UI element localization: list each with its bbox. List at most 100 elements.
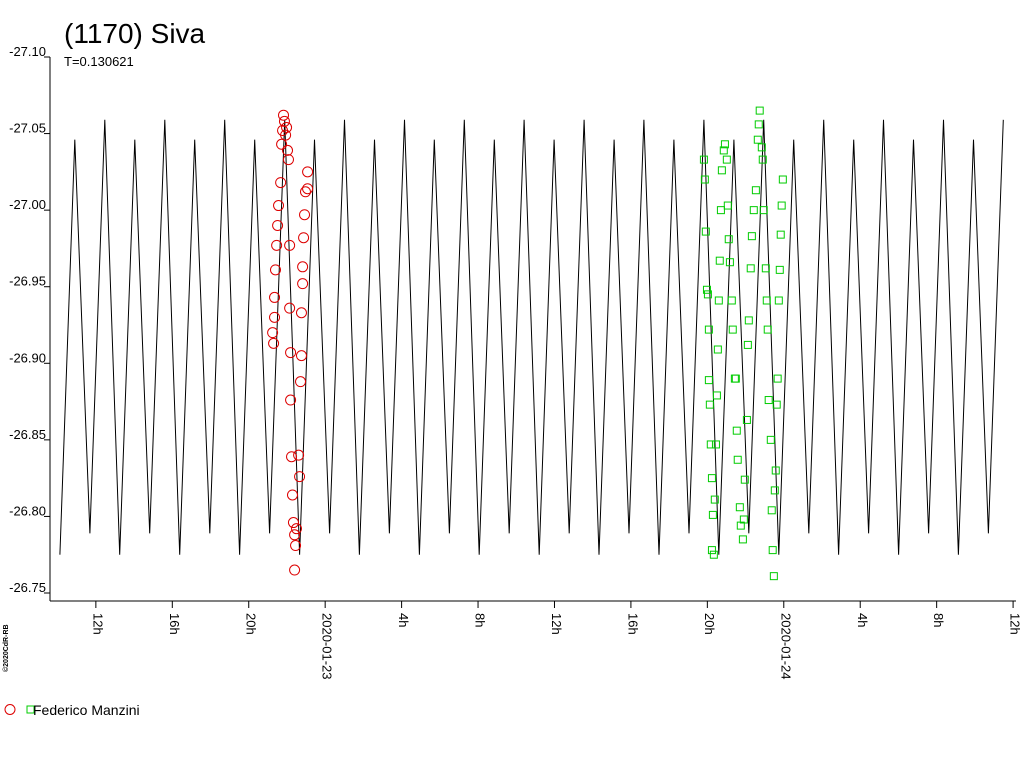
- data-point: [298, 232, 310, 244]
- data-point: [735, 503, 744, 512]
- data-point: [284, 302, 296, 314]
- data-point: [749, 206, 758, 215]
- data-point: [276, 138, 288, 150]
- data-point: [719, 146, 728, 155]
- data-point: [289, 529, 301, 541]
- data-point: [720, 140, 729, 149]
- data-point: [769, 572, 778, 581]
- data-point: [706, 440, 715, 449]
- data-point: [774, 296, 783, 305]
- data-point: [742, 415, 751, 424]
- data-point: [751, 186, 760, 195]
- data-point: [302, 183, 314, 195]
- data-point: [762, 296, 771, 305]
- data-point: [776, 230, 785, 239]
- data-point: [704, 325, 713, 334]
- model-curve: [59, 119, 1004, 555]
- data-point: [761, 264, 770, 273]
- data-point: [713, 345, 722, 354]
- data-point: [733, 455, 742, 464]
- data-point: [759, 206, 768, 215]
- data-point: [294, 471, 306, 483]
- data-point: [702, 285, 711, 294]
- data-point: [715, 256, 724, 265]
- data-point: [302, 166, 314, 178]
- x-tick-label: 8h: [931, 613, 946, 627]
- data-point: [768, 546, 777, 555]
- x-tick-label: 2020-01-24: [778, 613, 793, 680]
- data-point: [738, 535, 747, 544]
- y-tick-label: -26.80: [9, 503, 46, 518]
- data-point: [297, 261, 309, 273]
- credit: ©2020CdR-RB: [2, 624, 10, 672]
- data-point: [712, 391, 721, 400]
- data-point: [757, 143, 766, 152]
- data-point: [275, 177, 287, 189]
- data-point: [701, 227, 710, 236]
- legend-marker: [4, 704, 16, 715]
- data-point: [295, 376, 307, 388]
- data-point: [282, 154, 294, 166]
- data-point: [286, 451, 298, 463]
- data-point: [299, 186, 311, 198]
- data-point: [269, 291, 281, 303]
- data-point: [725, 258, 734, 267]
- data-point: [289, 564, 301, 576]
- x-tick-label: 8h: [473, 613, 488, 627]
- data-point: [766, 435, 775, 444]
- data-point: [728, 325, 737, 334]
- data-point: [732, 426, 741, 435]
- data-point: [281, 121, 293, 133]
- observation-session: [699, 106, 787, 581]
- data-point: [703, 290, 712, 299]
- data-point: [269, 264, 281, 276]
- data-point: [710, 495, 719, 504]
- data-point: [740, 475, 749, 484]
- x-tick-label: 4h: [396, 613, 411, 627]
- data-point: [724, 235, 733, 244]
- data-point: [775, 265, 784, 274]
- x-tick-label: 2020-01-23: [320, 613, 335, 680]
- data-point: [269, 311, 281, 323]
- data-point: [772, 400, 781, 409]
- y-tick-label: -26.75: [9, 580, 46, 595]
- data-point: [711, 440, 720, 449]
- data-point: [723, 201, 732, 210]
- data-point: [727, 296, 736, 305]
- x-tick-label: 16h: [625, 613, 640, 635]
- data-point: [704, 376, 713, 385]
- data-point: [767, 506, 776, 515]
- chart-subtitle: T=0.130621: [64, 54, 134, 69]
- data-point: [754, 120, 763, 129]
- data-point: [716, 206, 725, 215]
- data-point: [763, 325, 772, 334]
- data-point: [272, 219, 284, 231]
- legend-label: Federico Manzini: [33, 702, 140, 718]
- data-point: [778, 175, 787, 184]
- data-point: [758, 155, 767, 164]
- data-point: [299, 209, 311, 221]
- data-point: [746, 264, 755, 273]
- x-tick-label: 20h: [702, 613, 717, 635]
- observation-session: [267, 109, 314, 576]
- x-tick-label: 12h: [549, 613, 564, 635]
- data-point: [773, 374, 782, 383]
- data-point: [285, 347, 297, 359]
- x-tick-label: 12h: [90, 613, 105, 635]
- data-point: [707, 546, 716, 555]
- data-point: [295, 350, 307, 362]
- data-point: [770, 486, 779, 495]
- data-point: [707, 474, 716, 483]
- y-tick-label: -26.85: [9, 427, 46, 442]
- data-point: [699, 155, 708, 164]
- y-tick-label: -27.00: [9, 197, 46, 212]
- data-point: [722, 155, 731, 164]
- data-point: [747, 232, 756, 241]
- y-tick-label: -27.05: [9, 121, 46, 136]
- data-point: [268, 337, 280, 349]
- data-point: [280, 129, 292, 141]
- data-point: [293, 449, 305, 461]
